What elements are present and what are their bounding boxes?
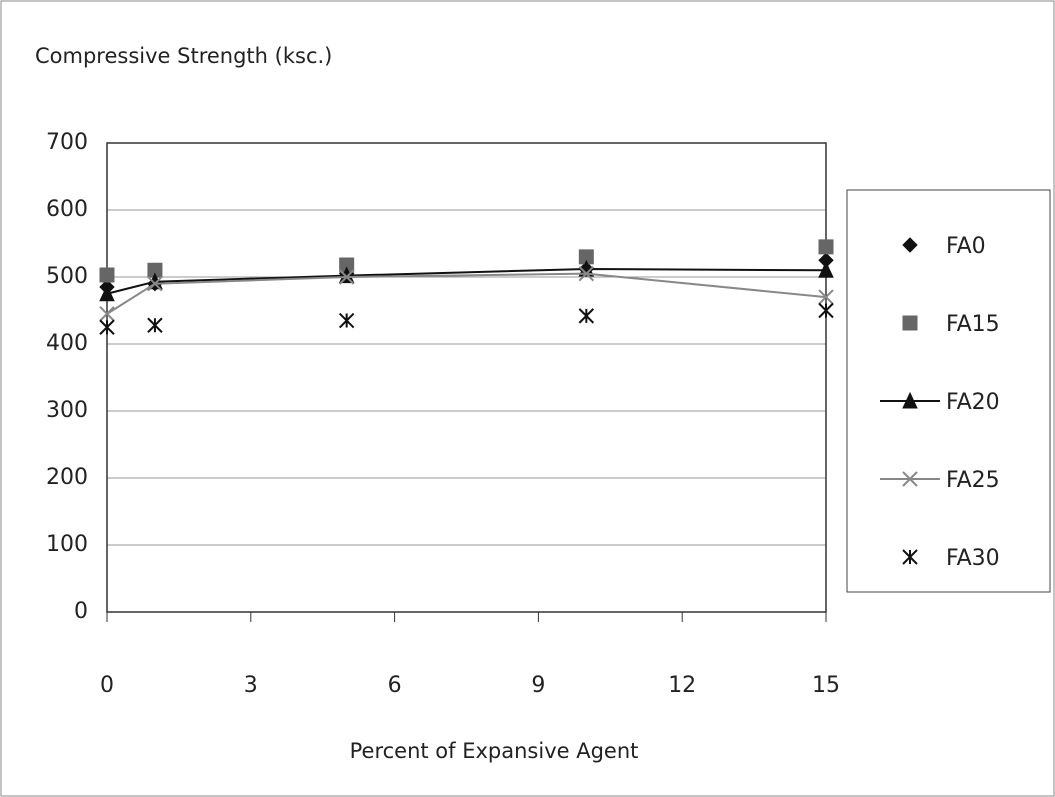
data-point — [99, 284, 115, 302]
y-tick-label: 600 — [46, 197, 88, 222]
x-tick-label: 6 — [388, 673, 402, 698]
y-tick-label: 700 — [46, 130, 88, 155]
data-point — [339, 257, 355, 273]
legend-marker — [902, 549, 918, 565]
data-point — [818, 239, 834, 255]
data-point — [818, 302, 834, 319]
y-tick-label: 100 — [46, 532, 88, 557]
data-point — [818, 289, 834, 305]
chart-title: Compressive Strength (ksc.) — [35, 44, 332, 68]
legend-marker — [902, 237, 918, 253]
data-point — [99, 267, 115, 283]
data-point — [147, 275, 163, 292]
y-tick-label: 400 — [46, 331, 88, 356]
data-point — [99, 306, 115, 322]
plot-frame — [106, 142, 827, 613]
legend-marker — [902, 391, 918, 409]
data-point — [99, 319, 115, 335]
legend-label: FA15 — [946, 312, 1000, 337]
x-tick-label: 0 — [100, 673, 114, 698]
x-tick-label: 3 — [244, 673, 258, 698]
legend-label: FA25 — [946, 468, 1000, 493]
legend-marker — [902, 315, 918, 331]
legend-label: FA0 — [946, 234, 986, 259]
data-point — [147, 317, 163, 333]
y-tick-label: 200 — [46, 465, 88, 490]
legend-box — [846, 189, 1051, 593]
x-tick-label: 9 — [531, 673, 545, 698]
x-tick-label: 15 — [812, 673, 840, 698]
data-point — [338, 266, 355, 284]
y-tick-label: 300 — [46, 398, 88, 423]
data-point — [578, 259, 595, 277]
legend-marker — [902, 471, 918, 487]
data-point — [338, 312, 355, 329]
data-point — [578, 249, 594, 265]
legend-label: FA30 — [946, 546, 1000, 571]
data-point — [338, 269, 355, 285]
legend-label: FA20 — [946, 390, 1000, 415]
data-point — [818, 261, 834, 278]
y-tick-label: 0 — [74, 599, 88, 624]
x-axis-label: Percent of Expansive Agent — [350, 739, 639, 763]
x-tick-label: 12 — [668, 673, 696, 698]
data-point — [578, 265, 595, 282]
y-tick-label: 500 — [46, 264, 88, 289]
data-point — [578, 308, 595, 324]
